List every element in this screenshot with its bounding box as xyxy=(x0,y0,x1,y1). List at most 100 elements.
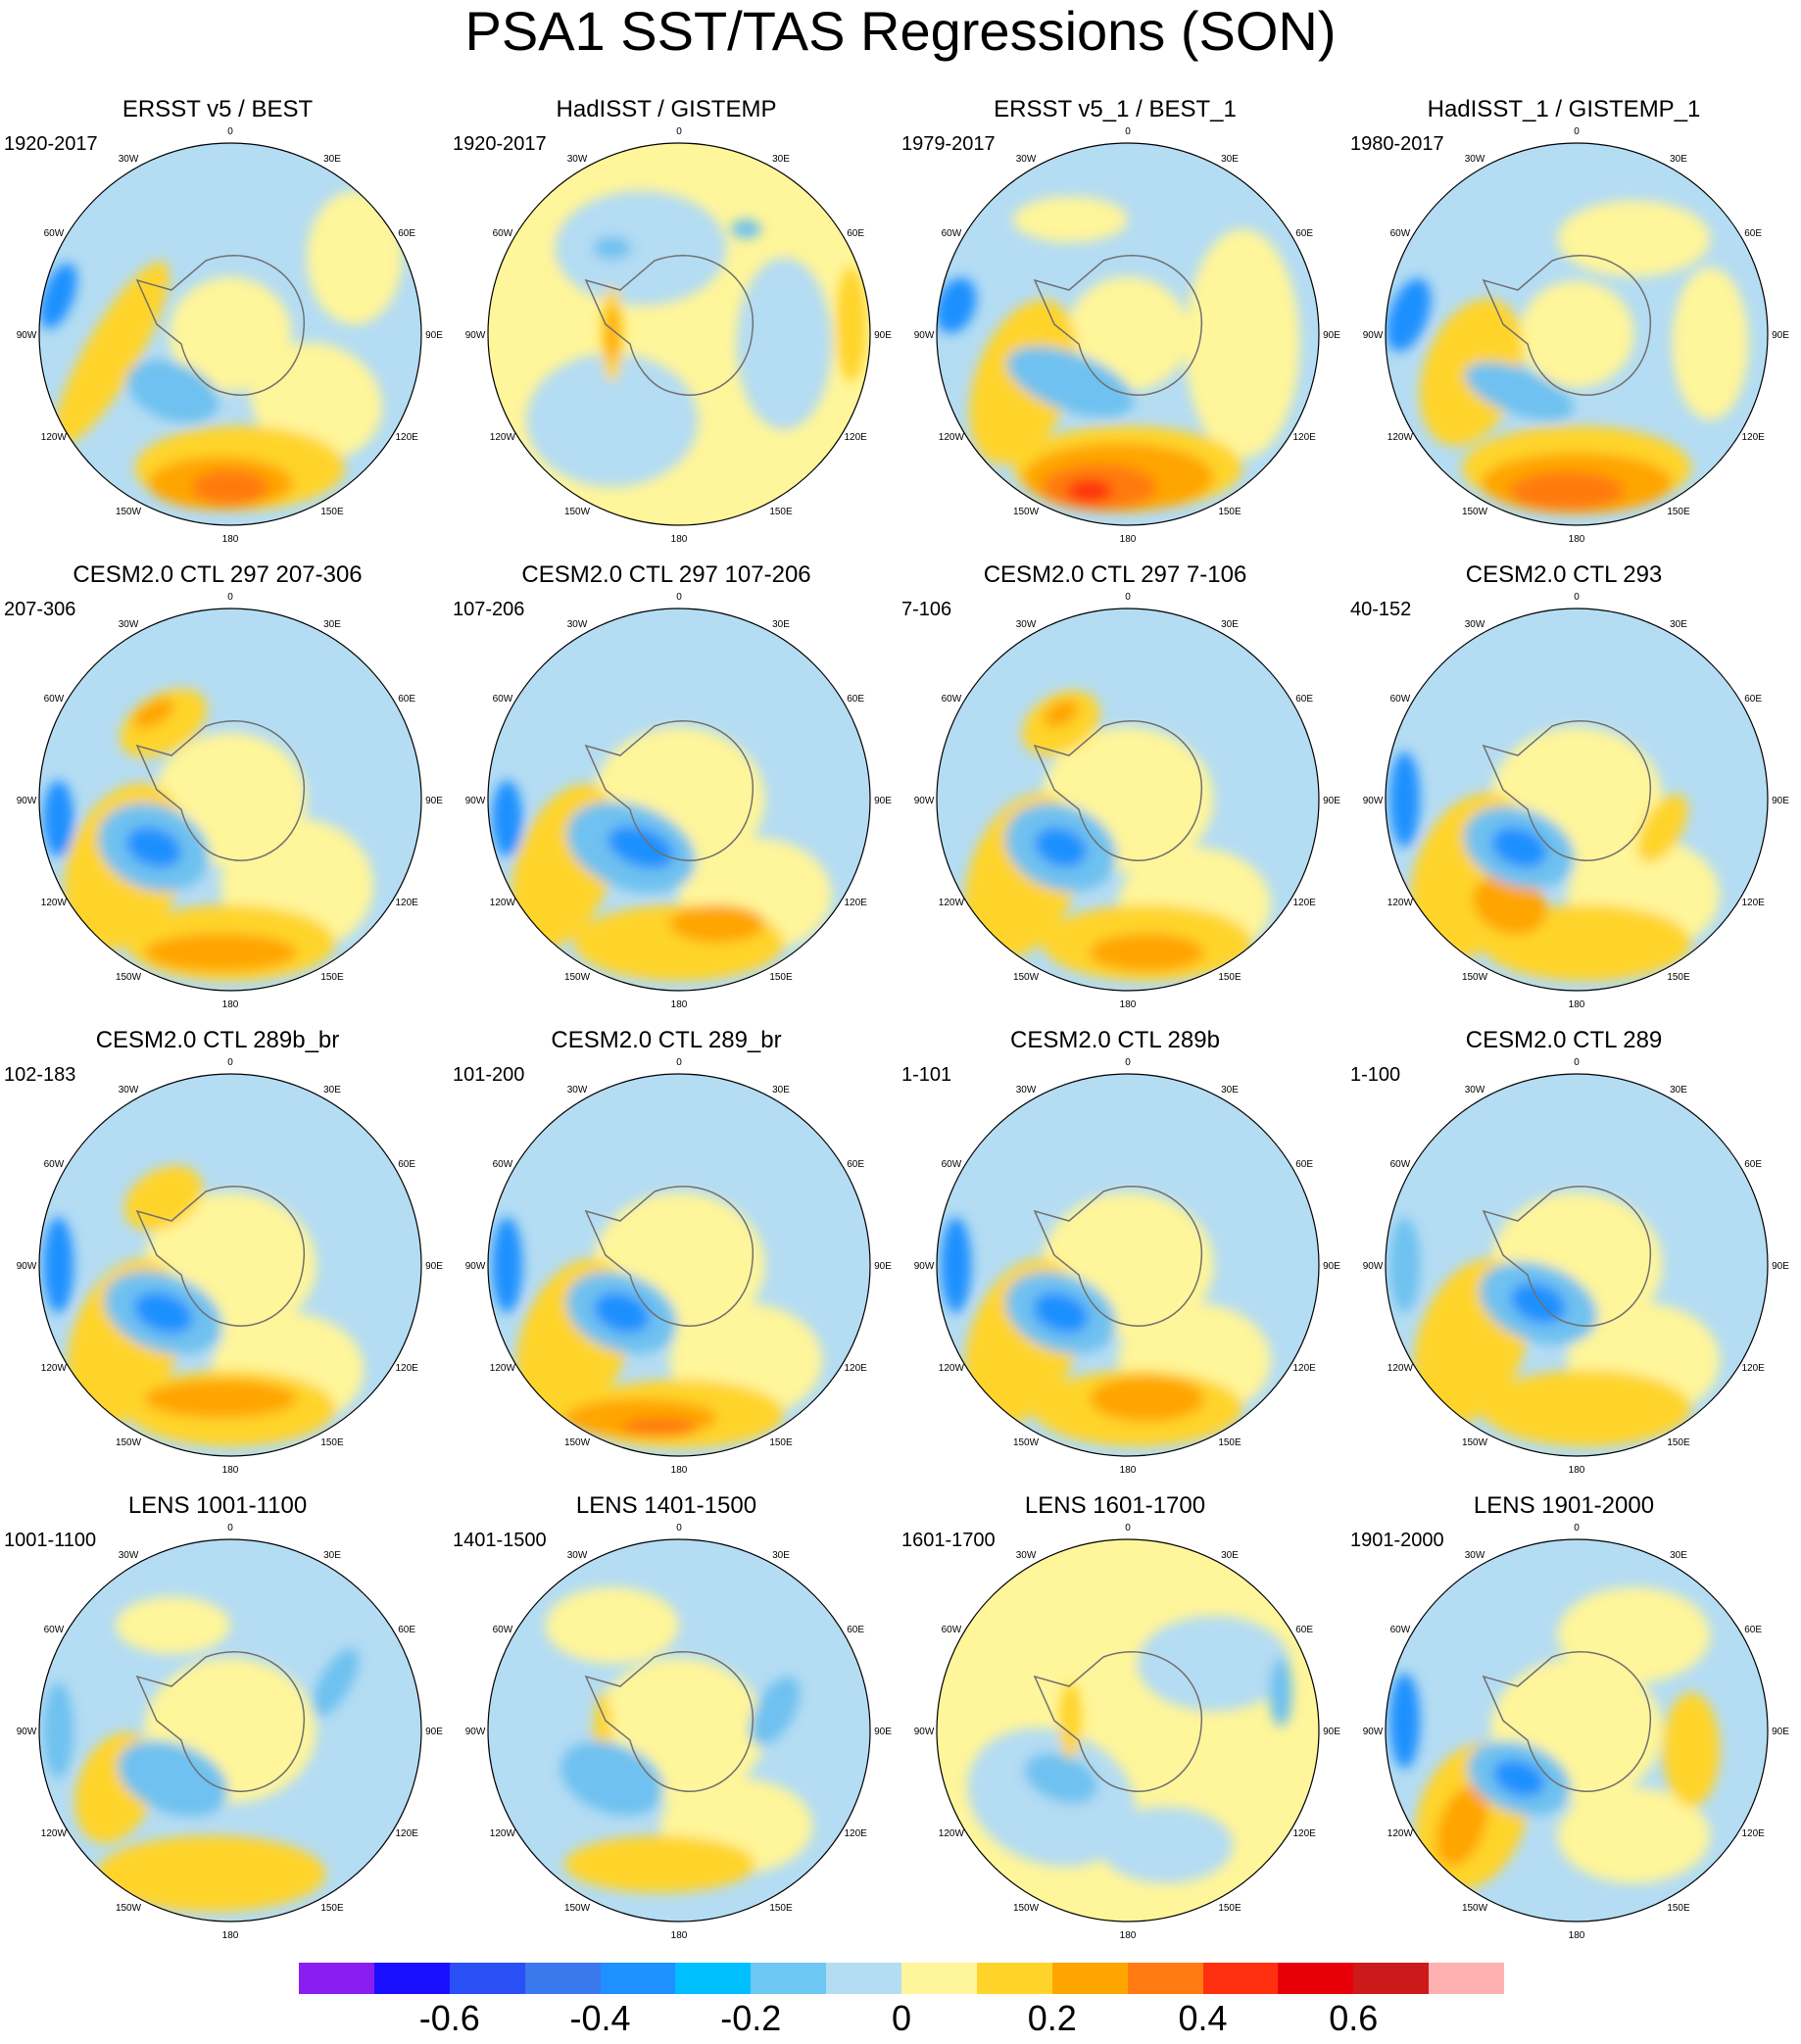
colorbar-swatch xyxy=(1278,1963,1354,1994)
anomaly-region xyxy=(312,1648,359,1717)
longitude-label: 0 xyxy=(1574,126,1580,137)
longitude-label: 60E xyxy=(398,228,415,239)
antarctica-coastline xyxy=(1482,1651,1651,1792)
longitude-label: 120E xyxy=(1292,432,1316,443)
longitude-label: 30W xyxy=(1016,1550,1037,1561)
longitude-label: 180 xyxy=(671,534,688,545)
anomaly-region xyxy=(1509,471,1625,511)
longitude-label: 0 xyxy=(676,1057,682,1068)
longitude-label: 120W xyxy=(490,898,516,908)
anomaly-region xyxy=(54,261,170,446)
longitude-label: 90W xyxy=(1363,1727,1384,1737)
longitude-label: 90E xyxy=(1772,796,1789,806)
colorbar-swatch xyxy=(826,1963,901,1994)
anomaly-region xyxy=(1024,1753,1098,1804)
anomaly-region xyxy=(1043,700,1079,728)
polar-map: 0 30E 60E 90E 120E 150E 180 150W 120W 90W 60W 30W xyxy=(17,1523,444,1941)
anomaly-region xyxy=(1436,1785,1488,1867)
anomaly-region xyxy=(555,190,727,306)
anomaly-region xyxy=(1464,362,1575,421)
longitude-label: 0 xyxy=(1574,1523,1580,1533)
longitude-label: 90E xyxy=(1323,1261,1340,1272)
period-label: 40-152 xyxy=(1350,599,1412,620)
longitude-label: 60E xyxy=(1295,228,1313,239)
period-label: 101-200 xyxy=(453,1064,525,1086)
antarctica-coastline xyxy=(1033,1186,1202,1327)
longitude-label: 120E xyxy=(395,1363,418,1374)
polar-map: 0 30E 60E 90E 120E 150E 180 150W 120W 90W 60W 30W xyxy=(17,592,444,1010)
anomaly-region xyxy=(491,780,523,857)
antarctica-coastline xyxy=(584,1186,754,1327)
map-border xyxy=(936,142,1320,526)
panel-title: CESM2.0 CTL 293 xyxy=(1465,561,1663,588)
longitude-label: 60E xyxy=(398,694,415,705)
longitude-label: 30W xyxy=(567,1550,588,1561)
longitude-label: 30E xyxy=(1221,154,1239,165)
longitude-label: 90W xyxy=(914,330,935,341)
colorbar-swatch xyxy=(600,1963,676,1994)
anomaly-region xyxy=(133,1291,193,1334)
longitude-label: 60W xyxy=(493,1159,513,1170)
colorbar-swatch xyxy=(1202,1963,1279,1994)
colorbar-tick-label: -0.2 xyxy=(720,1998,782,2038)
period-label: 1001-1100 xyxy=(4,1530,97,1551)
longitude-label: 120W xyxy=(41,1828,68,1839)
map-panel: ERSST v5_1 / BEST_1 0 30E 60E 90E 120E 150E 180… xyxy=(900,96,1340,547)
longitude-label: 120W xyxy=(1387,1363,1414,1374)
longitude-label: 150E xyxy=(769,972,793,983)
longitude-label: 60W xyxy=(44,228,65,239)
panel-title: CESM2.0 CTL 289b xyxy=(1010,1027,1220,1053)
longitude-label: 0 xyxy=(1125,592,1131,603)
anomaly-region xyxy=(125,826,182,868)
colorbar-swatch xyxy=(976,1963,1052,1994)
longitude-label: 30W xyxy=(119,619,139,630)
map-panel: CESM2.0 CTL 289 0 30E 60E 90E 120E 150E 180 150W… xyxy=(1348,1027,1789,1478)
longitude-label: 60W xyxy=(942,694,962,705)
polar-map: 0 30E 60E 90E 120E 150E 180 150W 120W 90W 60W 30W xyxy=(914,1057,1341,1476)
longitude-label: 30E xyxy=(323,154,341,165)
anomaly-region xyxy=(1481,1370,1691,1447)
longitude-label: 60W xyxy=(1390,694,1411,705)
longitude-label: 120E xyxy=(395,432,418,443)
longitude-label: 30W xyxy=(567,154,588,165)
longitude-label: 90E xyxy=(874,330,892,341)
longitude-label: 60E xyxy=(1744,1625,1762,1635)
colorbar-swatch xyxy=(1353,1963,1430,1994)
antarctica-coastline xyxy=(135,720,305,861)
panel-title: CESM2.0 CTL 289b_br xyxy=(95,1027,340,1053)
longitude-label: 30E xyxy=(772,1085,790,1095)
longitude-label: 150E xyxy=(1218,972,1241,983)
longitude-label: 90W xyxy=(17,1261,37,1272)
panel-title: CESM2.0 CTL 297 107-206 xyxy=(521,561,811,588)
longitude-label: 150E xyxy=(769,507,793,517)
longitude-label: 150E xyxy=(1667,1903,1690,1914)
anomaly-region xyxy=(621,1418,699,1437)
longitude-label: 90E xyxy=(1323,330,1340,341)
map-border xyxy=(1385,142,1769,526)
anomaly-region xyxy=(1058,1682,1083,1760)
anomaly-region xyxy=(169,276,292,392)
anomaly-region xyxy=(1185,228,1300,459)
map-panel: LENS 1601-1700 0 30E 60E 90E 120E 150E 180 150W 1… xyxy=(900,1492,1340,1943)
anomaly-region xyxy=(1493,1759,1545,1797)
polar-map: 0 30E 60E 90E 120E 150E 180 150W 120W 90W 60W 30W xyxy=(914,592,1341,1010)
polar-map: 0 30E 60E 90E 120E 150E 180 150W 120W 90W 60W 30W xyxy=(17,126,444,545)
longitude-label: 120W xyxy=(1387,898,1414,908)
map-panel: CESM2.0 CTL 289b_br 0 30E 60E 90E 120E 150E 180… xyxy=(2,1027,443,1478)
longitude-label: 0 xyxy=(676,592,682,603)
longitude-label: 0 xyxy=(1125,1523,1131,1533)
colorbar-tick-label: 0 xyxy=(891,1998,912,2038)
anomaly-region xyxy=(1662,1692,1721,1807)
polar-map: 0 30E 60E 90E 120E 150E 180 150W 120W 90W 60W 30W xyxy=(1363,1523,1790,1941)
anomaly-region xyxy=(1491,826,1547,868)
panel-title: HadISST_1 / GISTEMP_1 xyxy=(1427,96,1701,122)
longitude-label: 90W xyxy=(17,796,37,806)
longitude-label: 90E xyxy=(425,1727,443,1737)
longitude-label: 150W xyxy=(1462,1437,1488,1448)
anomaly-region xyxy=(42,1682,74,1778)
longitude-label: 90E xyxy=(1772,1261,1789,1272)
figure-title: PSA1 SST/TAS Regressions (SON) xyxy=(464,0,1337,62)
longitude-label: 30E xyxy=(1221,1550,1239,1561)
map-panel: CESM2.0 CTL 293 0 30E 60E 90E 120E 150E 180 150W… xyxy=(1348,561,1789,1012)
longitude-label: 120E xyxy=(395,1828,418,1839)
